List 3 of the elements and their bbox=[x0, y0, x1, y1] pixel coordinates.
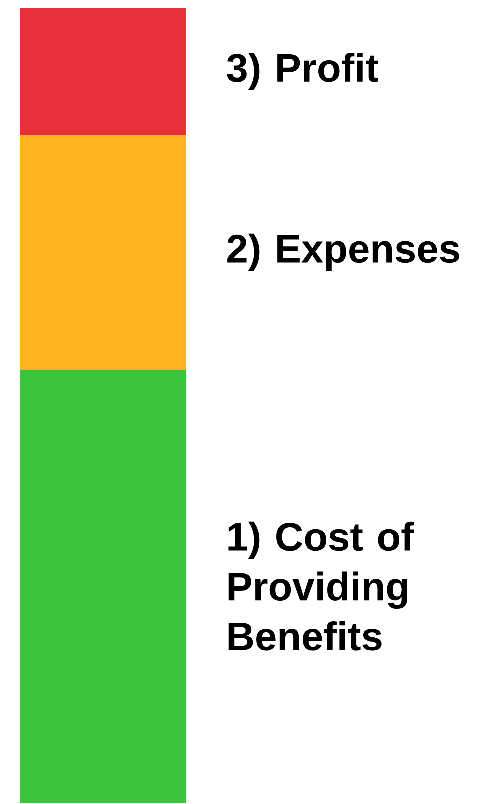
series-label: 3) Profit bbox=[227, 53, 378, 90]
series-label: 1) Cost of Providing Benefits bbox=[228, 522, 414, 651]
series-label: 2) Expenses bbox=[228, 234, 460, 272]
